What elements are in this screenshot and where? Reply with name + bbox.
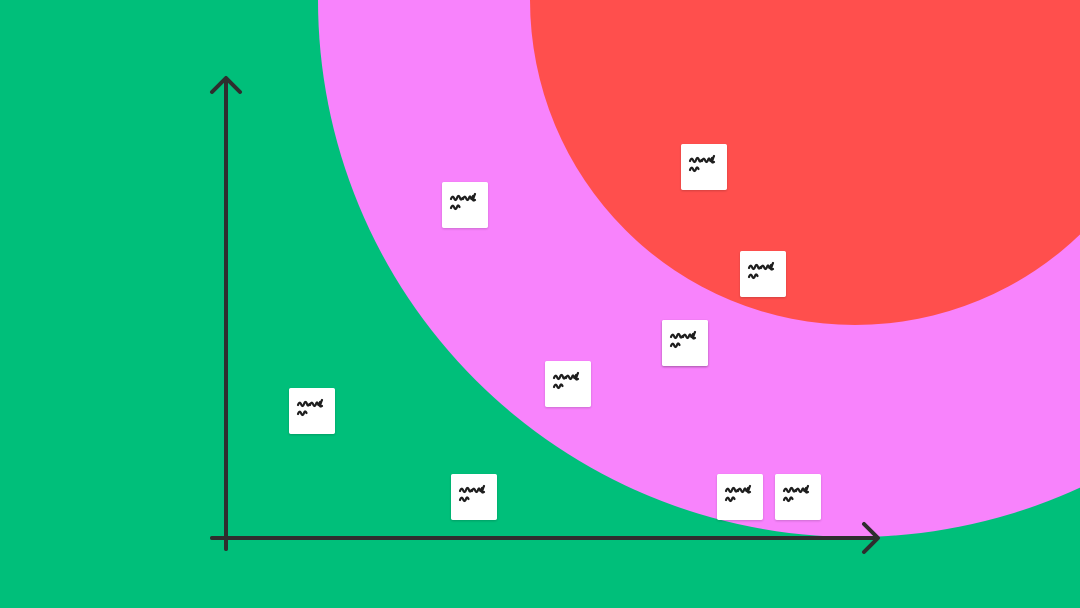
x-axis-arrowhead xyxy=(862,522,880,554)
sticky-note[interactable] xyxy=(442,182,488,228)
sticky-note[interactable] xyxy=(289,388,335,434)
inner-zone-red xyxy=(530,0,1080,325)
handwriting-scribble-icon xyxy=(688,154,716,173)
sticky-note[interactable] xyxy=(775,474,821,520)
handwriting-scribble-icon xyxy=(747,261,775,280)
handwriting-scribble-icon xyxy=(552,371,580,390)
handwriting-scribble-icon xyxy=(296,398,324,417)
sticky-note[interactable] xyxy=(451,474,497,520)
sticky-note[interactable] xyxy=(717,474,763,520)
handwriting-scribble-icon xyxy=(458,484,486,503)
sticky-note[interactable] xyxy=(740,251,786,297)
sticky-note[interactable] xyxy=(662,320,708,366)
handwriting-scribble-icon xyxy=(449,192,477,211)
y-axis-arrowhead xyxy=(210,76,242,94)
axes xyxy=(210,76,880,554)
sticky-note[interactable] xyxy=(681,144,727,190)
handwriting-scribble-icon xyxy=(669,330,697,349)
sticky-note[interactable] xyxy=(545,361,591,407)
handwriting-scribble-icon xyxy=(724,484,752,503)
handwriting-scribble-icon xyxy=(782,484,810,503)
